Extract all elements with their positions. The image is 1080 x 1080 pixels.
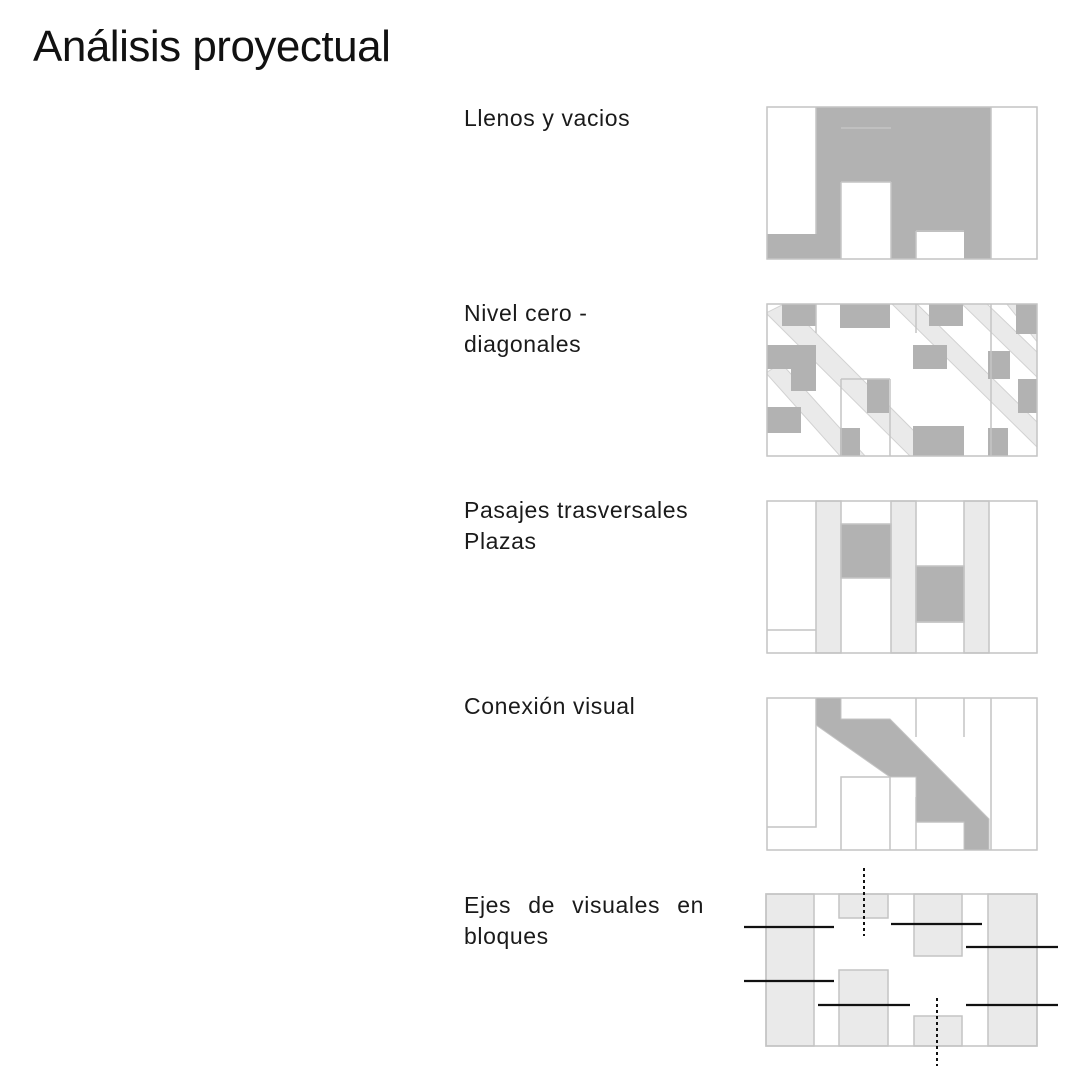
diagonal-path — [961, 304, 1037, 378]
ground-level-block — [913, 345, 947, 369]
ground-level-block — [929, 304, 963, 326]
visual-block — [766, 894, 814, 1046]
section-label-conexion: Conexión visual — [464, 691, 704, 722]
section-label-line: bloques — [464, 923, 549, 949]
filled-block — [891, 107, 916, 259]
ground-level-block — [767, 345, 791, 369]
section-label-llenos: Llenos y vacios — [464, 103, 704, 134]
block-edge — [767, 698, 816, 827]
ground-level-block — [913, 426, 964, 456]
diagram-pasajes-trasversales-plazas — [766, 500, 1038, 654]
filled-block — [767, 234, 841, 259]
diagram-ejes-de-visuales — [744, 866, 1060, 1066]
plot-outline — [766, 894, 1037, 1046]
filled-block — [841, 128, 891, 182]
section-label-pasajes: Pasajes trasversales Plazas — [464, 495, 704, 557]
ground-level-block — [840, 304, 890, 328]
ground-level-block — [988, 351, 1010, 379]
plaza — [916, 566, 964, 622]
diagram-llenos-y-vacios — [766, 106, 1038, 260]
page-title: Análisis proyectual — [33, 22, 391, 71]
diagram-conexion-visual — [766, 697, 1038, 851]
transversal-passage — [964, 501, 989, 653]
section-label-nivel-cero: Nivel cero - diagonales — [464, 298, 704, 360]
ground-level-block — [840, 428, 860, 456]
filled-block — [964, 107, 991, 259]
diagonal-path — [891, 304, 1037, 448]
plot-outline — [767, 107, 1037, 259]
plaza — [841, 524, 891, 578]
ground-level-block — [988, 428, 1008, 456]
transversal-passage — [816, 501, 841, 653]
diagram-nivel-cero-diagonales — [766, 303, 1038, 457]
visual-block — [988, 894, 1037, 1046]
section-label-ejes: Ejes de visuales en bloques — [464, 890, 704, 952]
section-label-line: Ejes de visuales en — [464, 892, 704, 918]
plot-outline — [767, 698, 1037, 850]
block-edge — [841, 777, 890, 850]
visual-connection-corridor — [816, 698, 989, 850]
plot-outline — [767, 304, 1037, 456]
filled-block — [816, 107, 841, 259]
filled-block — [916, 182, 966, 232]
ground-level-block — [1018, 379, 1037, 413]
ground-level-block — [1016, 304, 1037, 334]
ground-level-block — [767, 407, 801, 433]
ground-level-block — [782, 304, 816, 326]
section-label-line: Conexión visual — [464, 693, 636, 719]
transversal-passage — [891, 501, 916, 653]
section-label-line: Llenos y vacios — [464, 105, 631, 131]
section-label-line: Pasajes trasversales — [464, 497, 689, 523]
visual-block — [839, 970, 888, 1046]
ground-level-block — [791, 345, 816, 391]
section-label-line: Plazas — [464, 528, 537, 554]
ground-level-block — [867, 379, 889, 413]
section-label-line: Nivel cero - diagonales — [464, 300, 588, 357]
plot-outline — [767, 501, 1037, 653]
